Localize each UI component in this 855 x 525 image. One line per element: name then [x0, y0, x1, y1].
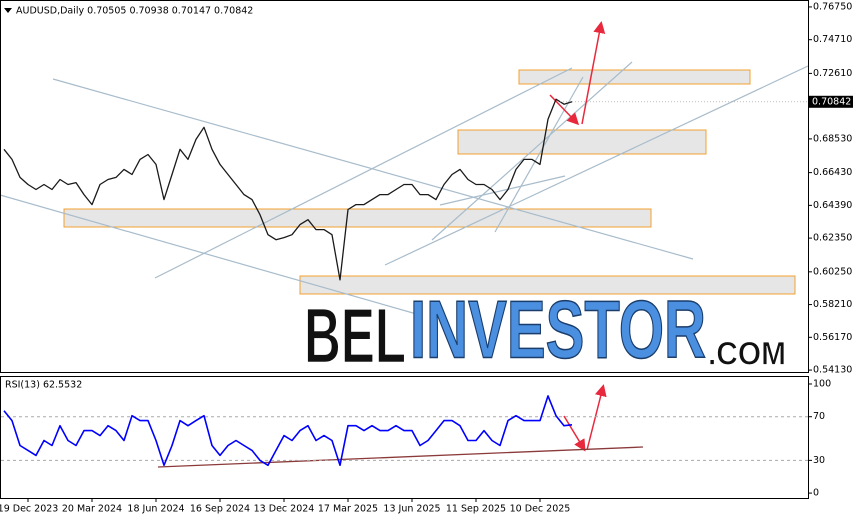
x-tick-label: 17 Mar 2025 — [318, 504, 378, 515]
watermark-brand: BEL — [304, 292, 406, 380]
y-tick-label: 0.74710 — [813, 34, 852, 45]
zone — [518, 69, 751, 85]
y-tick-label: 0.62350 — [813, 233, 852, 244]
trend-line — [431, 61, 633, 241]
x-tick-label: 10 Dec 2025 — [510, 504, 571, 515]
y-tick-label: 0.64390 — [813, 200, 852, 211]
arrow — [549, 94, 580, 126]
x-tick-label: 16 Sep 2024 — [190, 504, 250, 515]
rsi-title: RSI(13) 62.5532 — [5, 380, 82, 391]
x-tick-label: 20 Mar 2024 — [62, 504, 122, 515]
y-tick-label: 0.54130 — [813, 365, 852, 376]
price-panel — [0, 0, 809, 373]
rsi-panel — [0, 376, 809, 499]
menu-triangle — [4, 8, 12, 13]
last-price-box — [809, 95, 853, 108]
y-tick-label: 0.66430 — [813, 167, 852, 178]
x-tick-label: 13 Dec 2024 — [254, 504, 315, 515]
y-tick-label: 100 — [813, 378, 831, 389]
last-price-label: 0.70842 — [812, 96, 851, 107]
trend-line — [52, 78, 694, 260]
y-tick-label: 70 — [813, 411, 825, 422]
chart-title: AUDUSD,Daily 0.70505 0.70938 0.70147 0.7… — [16, 6, 253, 17]
arrow — [586, 384, 607, 451]
y-tick-label: 0.58210 — [813, 299, 852, 310]
y-tick-label: 0.72610 — [813, 68, 852, 79]
x-tick-label: 13 Jun 2025 — [383, 504, 440, 515]
trend-line — [384, 65, 809, 266]
y-tick-label: 30 — [813, 455, 825, 466]
zone — [457, 129, 707, 155]
trend-line — [154, 67, 573, 279]
series-line — [3, 98, 573, 281]
trend-line — [439, 175, 566, 206]
arrow — [563, 415, 586, 452]
x-tick-label: 18 Jun 2024 — [127, 504, 184, 515]
y-tick-label: 0.60250 — [813, 266, 852, 277]
rsi-trend-line — [157, 446, 644, 468]
zone — [299, 275, 796, 295]
x-tick-label: 19 Dec 2023 — [0, 504, 58, 515]
y-tick-label: 0.76750 — [813, 1, 852, 12]
arrow — [581, 21, 606, 125]
watermark-highlight: INVESTOR — [410, 285, 706, 376]
trend-line — [0, 194, 421, 316]
y-tick-label: 0 — [813, 488, 819, 499]
x-tick-label: 11 Sep 2025 — [446, 504, 506, 515]
zone — [63, 208, 652, 228]
y-tick-label: 0.68530 — [813, 133, 852, 144]
y-tick-label: 0.56170 — [813, 332, 852, 343]
series-line — [3, 395, 573, 467]
watermark-suffix: .COM — [708, 335, 786, 371]
